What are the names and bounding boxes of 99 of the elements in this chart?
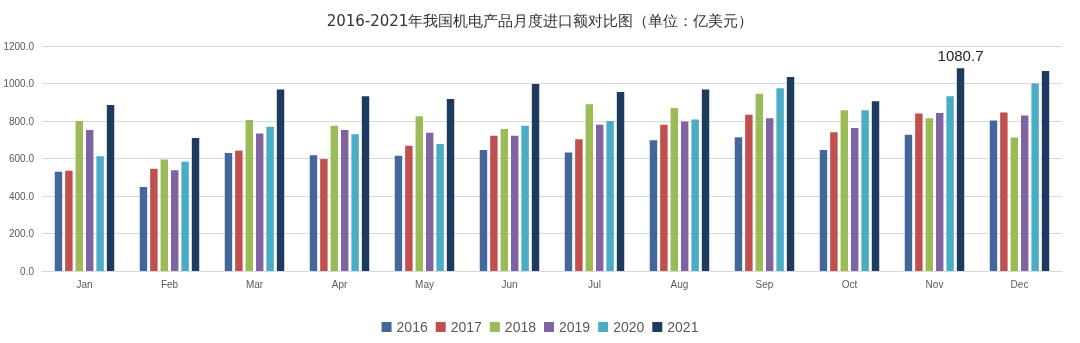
bar — [904, 134, 913, 271]
x-tick-label: Sep — [755, 278, 774, 290]
bar — [160, 159, 169, 271]
bar — [819, 150, 828, 271]
x-tick-label: Jan — [76, 278, 93, 290]
bar — [1020, 115, 1029, 271]
x-tick-label: Oct — [841, 278, 858, 290]
y-tick-label: 1000.0 — [3, 78, 35, 89]
bar — [1000, 112, 1008, 271]
x-tick-label: Nov — [925, 278, 944, 290]
bar — [446, 98, 455, 271]
legend-label: 2020 — [613, 319, 645, 335]
bar — [510, 135, 519, 271]
bar — [734, 137, 743, 271]
bar — [786, 76, 795, 271]
bar — [649, 140, 658, 271]
bar — [575, 139, 583, 271]
bar — [361, 96, 370, 271]
chart-title: 2016-2021年我国机电产品月度进口额对比图（单位：亿美元） — [326, 11, 754, 30]
bar — [660, 124, 668, 271]
x-tick-label: Jun — [501, 278, 518, 290]
bar — [150, 168, 158, 271]
bar — [691, 119, 699, 271]
bar — [850, 127, 859, 271]
bar — [65, 170, 73, 271]
bar — [320, 159, 328, 271]
x-tick-label: Dec — [1010, 278, 1029, 290]
bar — [170, 170, 179, 271]
bar — [85, 130, 94, 271]
bar — [595, 124, 604, 271]
bar — [585, 104, 594, 271]
bar — [564, 152, 573, 271]
bar — [1010, 137, 1019, 271]
y-tick-label: 800.0 — [8, 115, 35, 127]
y-tick-label: 400.0 — [8, 190, 35, 202]
y-tick-label: 1200.0 — [3, 40, 35, 52]
bar — [245, 120, 254, 271]
bar — [106, 105, 115, 271]
bar — [765, 118, 774, 271]
bar — [670, 107, 679, 271]
bar — [436, 143, 444, 271]
bar — [956, 68, 965, 271]
bar — [75, 121, 84, 271]
bar — [840, 110, 849, 271]
bar — [606, 121, 614, 271]
bar — [309, 155, 318, 271]
bar — [276, 89, 285, 271]
bar — [490, 135, 498, 271]
bar — [224, 152, 233, 271]
bar — [1031, 83, 1039, 271]
x-tick-label: Jul — [588, 278, 601, 290]
legend-label: 2017 — [450, 319, 483, 335]
bar — [935, 112, 944, 271]
bar — [925, 118, 934, 271]
bar — [946, 96, 954, 271]
bar — [255, 133, 264, 271]
bar — [531, 83, 540, 271]
bar — [340, 130, 349, 271]
x-tick-label: May — [415, 278, 434, 290]
bar — [266, 126, 274, 271]
bar — [191, 137, 200, 271]
x-tick-label: Feb — [160, 278, 179, 290]
bar — [989, 120, 998, 271]
bar — [500, 128, 509, 271]
y-tick-label: 600.0 — [8, 153, 35, 164]
bar — [139, 187, 148, 271]
bar — [871, 101, 880, 271]
bar — [745, 114, 753, 271]
bar — [616, 91, 625, 271]
y-tick-label: 200.0 — [8, 228, 35, 239]
bar — [680, 121, 689, 271]
bar — [830, 132, 838, 271]
bar — [915, 113, 923, 271]
bar — [330, 125, 339, 271]
data-label: 1080.7 — [937, 47, 984, 65]
bar — [96, 156, 104, 271]
bar — [776, 88, 784, 271]
bar — [521, 125, 529, 271]
bar — [755, 93, 764, 271]
bar — [425, 132, 434, 271]
bar — [394, 155, 403, 271]
bar — [415, 116, 424, 271]
x-tick-label: Apr — [331, 278, 348, 290]
legend-label: 2016 — [396, 319, 428, 335]
x-tick-label: Mar — [245, 278, 264, 290]
bar — [479, 150, 488, 271]
bar — [181, 161, 189, 271]
legend-label: 2018 — [504, 319, 537, 335]
bar — [1041, 70, 1050, 271]
legend-label: 2021 — [667, 319, 699, 335]
bar — [54, 171, 63, 271]
x-tick-label: Aug — [670, 278, 689, 290]
bar — [235, 150, 243, 271]
bar — [351, 134, 359, 271]
y-tick-label: 0.0 — [20, 265, 35, 277]
bar — [405, 145, 413, 271]
legend-label: 2019 — [559, 319, 591, 335]
bar — [861, 110, 869, 271]
bar — [701, 89, 710, 271]
